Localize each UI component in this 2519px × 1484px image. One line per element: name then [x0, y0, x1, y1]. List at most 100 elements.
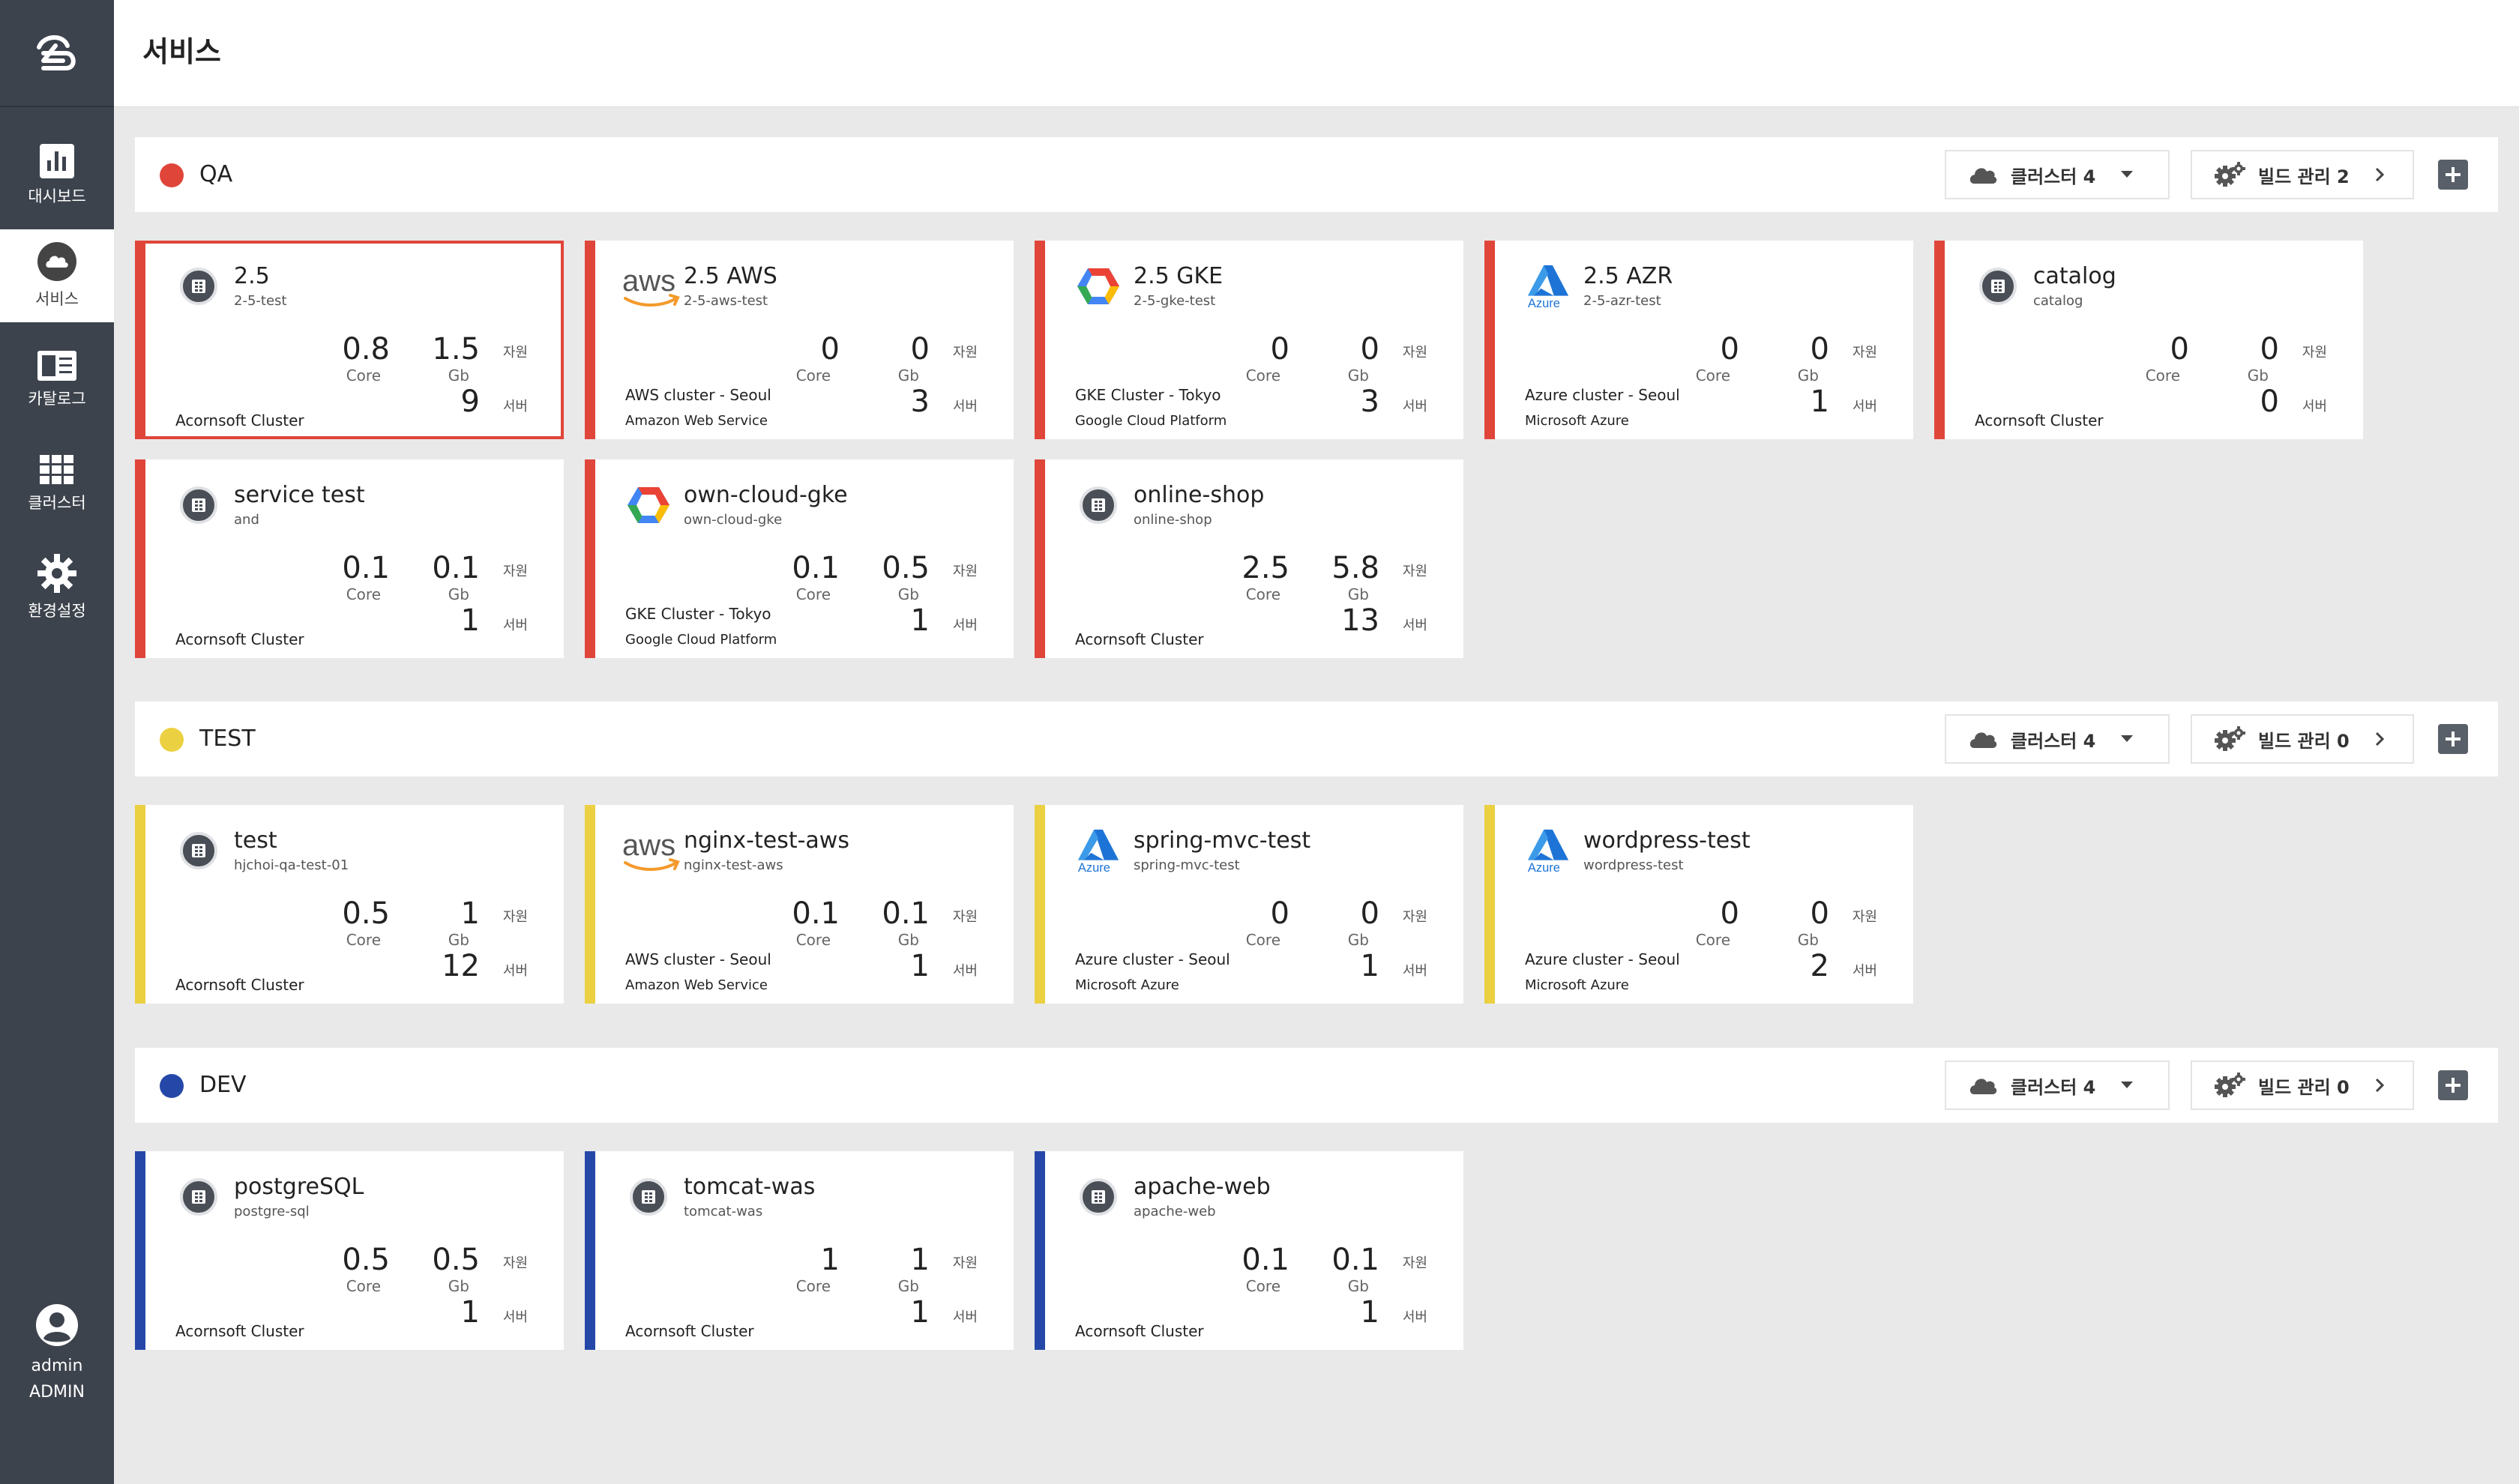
service-card[interactable]: 2.5 GKE 2-5-gke-test 0 Core 0 Gb 자원 3 서버 GKE Clus…: [1035, 241, 1463, 439]
service-name: spring-mvc-test: [1134, 827, 1311, 854]
cpu-core-unit: Core: [346, 931, 381, 949]
add-service-button[interactable]: [2438, 1070, 2468, 1100]
cluster-name: Azure cluster - Seoul: [1525, 950, 1680, 968]
service-card[interactable]: own-cloud-gke own-cloud-gke 0.1 Core 0.5 Gb 자원…: [585, 459, 1014, 658]
page-header: 서비스: [114, 0, 2519, 107]
service-card[interactable]: tomcat-was tomcat-was 1 Core 1 Gb 자원 1 서버 Acornso…: [585, 1151, 1014, 1350]
group-name: TEST: [199, 726, 256, 752]
add-service-button[interactable]: [2438, 724, 2468, 754]
service-name: online-shop: [1134, 482, 1265, 508]
cpu-core-value: 0: [1720, 896, 1739, 931]
cpu-core-unit: Core: [346, 585, 381, 603]
memory-value: 0: [1810, 896, 1829, 931]
sidebar-item-service[interactable]: 서비스: [0, 229, 114, 322]
cluster-name: AWS cluster - Seoul: [625, 950, 771, 968]
group-status-dot: [160, 1074, 184, 1098]
service-id: 2-5-gke-test: [1134, 293, 1216, 309]
svg-text:Azure: Azure: [1078, 861, 1110, 874]
service-card[interactable]: postgreSQL postgre-sql 0.5 Core 0.5 Gb 자원 1 서버 Ac…: [135, 1151, 564, 1350]
server-label: 서버: [502, 618, 528, 633]
cluster-count-label: 클러스터 4: [2011, 1076, 2096, 1098]
server-label: 서버: [1402, 399, 1427, 414]
sidebar-item-settings[interactable]: 환경설정: [0, 541, 114, 634]
svg-text:Azure: Azure: [1528, 297, 1560, 310]
cloud-icon: [1967, 729, 1997, 749]
cloud-icon: [1967, 165, 1997, 184]
service-card[interactable]: Azure wordpress-test wordpress-test 0 Core 0 G…: [1484, 805, 1913, 1004]
cpu-core-value: 0.1: [342, 551, 390, 585]
resource-label: 자원: [1402, 564, 1427, 579]
server-count: 1: [910, 603, 930, 638]
memory-unit: Gb: [448, 1277, 469, 1295]
service-icon: [1075, 1174, 1122, 1220]
cpu-core-value: 0.5: [342, 896, 390, 931]
server-label: 서버: [952, 1309, 978, 1325]
build-management-button[interactable]: 빌드 관리 2: [2191, 150, 2414, 199]
sidebar-item-dashboard[interactable]: 대시보드: [0, 129, 114, 222]
cloud-provider: Google Cloud Platform: [625, 632, 777, 648]
memory-value: 0.1: [882, 896, 930, 931]
logo[interactable]: [0, 0, 114, 107]
memory-unit: Gb: [1347, 1277, 1369, 1295]
service-id: tomcat-was: [684, 1204, 763, 1219]
service-name: nginx-test-aws: [684, 827, 849, 854]
sidebar-item-label: 환경설정: [28, 602, 86, 620]
service-card[interactable]: 2.5 2-5-test 0.8 Core 1.5 Gb 자원 9 서버 Acornsoft Cl…: [135, 241, 564, 439]
cpu-core-unit: Core: [1245, 585, 1280, 603]
resource-label: 자원: [952, 564, 978, 579]
service-card[interactable]: Azure spring-mvc-test spring-mvc-test 0 Core…: [1035, 805, 1463, 1004]
gke-icon: [625, 482, 672, 528]
resource-label: 자원: [1402, 345, 1427, 361]
build-management-button[interactable]: 빌드 관리 0: [2191, 1061, 2414, 1110]
resource-label: 자원: [1402, 1255, 1427, 1271]
service-card[interactable]: catalog catalog 0 Core 0 Gb 자원 0 서버 Acornsoft Clu…: [1934, 241, 2363, 439]
sidebar-item-label: 클러스터: [28, 494, 86, 512]
service-card[interactable]: aws nginx-test-aws nginx-test-aws 0.1 Core 0.…: [585, 805, 1014, 1004]
caret-down-icon: [2121, 171, 2134, 178]
sidebar-item-catalog[interactable]: 카탈로그: [0, 334, 114, 426]
resource-label: 자원: [2302, 345, 2327, 361]
memory-unit: Gb: [1347, 931, 1369, 949]
cpu-core-unit: Core: [1245, 931, 1280, 949]
cpu-core-unit: Core: [795, 1277, 831, 1295]
service-card[interactable]: test hjchoi-qa-test-01 0.5 Core 1 Gb 자원 12 서버 Aco…: [135, 805, 564, 1004]
service-card[interactable]: online-shop online-shop 2.5 Core 5.8 Gb 자원 13 서버…: [1035, 459, 1463, 658]
service-card[interactable]: service test and 0.1 Core 0.1 Gb 자원 1 서버 Acornsof…: [135, 459, 564, 658]
grid-icon: [40, 455, 73, 484]
memory-value: 0: [1360, 896, 1379, 931]
azure-icon: Azure: [1525, 263, 1571, 310]
server-count: 9: [460, 384, 480, 419]
add-service-button[interactable]: [2438, 160, 2468, 190]
cpu-core-unit: Core: [795, 367, 831, 384]
cloud-icon: [37, 242, 76, 281]
resource-label: 자원: [1852, 345, 1877, 361]
server-label: 서버: [502, 399, 528, 414]
server-label: 서버: [1852, 399, 1877, 414]
cpu-core-unit: Core: [2145, 367, 2180, 384]
memory-value: 0.5: [882, 551, 930, 585]
server-count: 2: [1810, 949, 1829, 983]
service-card[interactable]: aws 2.5 AWS 2-5-aws-test 0 Core 0 Gb 자원 3 서버 AWS c…: [585, 241, 1014, 439]
svg-text:aws: aws: [622, 265, 675, 298]
memory-unit: Gb: [897, 931, 919, 949]
cluster-name: AWS cluster - Seoul: [625, 386, 771, 404]
user-name: admin: [31, 1357, 83, 1375]
chevron-right-icon: [2375, 1078, 2384, 1093]
service-icon: [175, 263, 222, 310]
service-id: postgre-sql: [234, 1204, 310, 1219]
group-header-dev: DEV 클러스터 4 빌드 관리 0: [135, 1048, 2498, 1123]
service-id: and: [234, 512, 259, 528]
service-icon: [175, 482, 222, 528]
cluster-dropdown[interactable]: 클러스터 4: [1945, 1061, 2170, 1110]
cluster-dropdown[interactable]: 클러스터 4: [1945, 714, 2170, 764]
resource-label: 자원: [952, 909, 978, 925]
cluster-dropdown[interactable]: 클러스터 4: [1945, 150, 2170, 199]
build-management-button[interactable]: 빌드 관리 0: [2191, 714, 2414, 764]
server-count: 1: [1810, 384, 1829, 419]
sidebar-item-cluster[interactable]: 클러스터: [0, 438, 114, 531]
user-profile[interactable]: admin ADMIN: [0, 1304, 114, 1402]
service-card[interactable]: Azure 2.5 AZR 2-5-azr-test 0 Core 0 Gb 자원 1 서버 Azu…: [1484, 241, 1913, 439]
plus-icon: [2446, 732, 2461, 746]
service-card[interactable]: apache-web apache-web 0.1 Core 0.1 Gb 자원 1 서버 Aco…: [1035, 1151, 1463, 1350]
gears-icon: [2215, 726, 2246, 752]
